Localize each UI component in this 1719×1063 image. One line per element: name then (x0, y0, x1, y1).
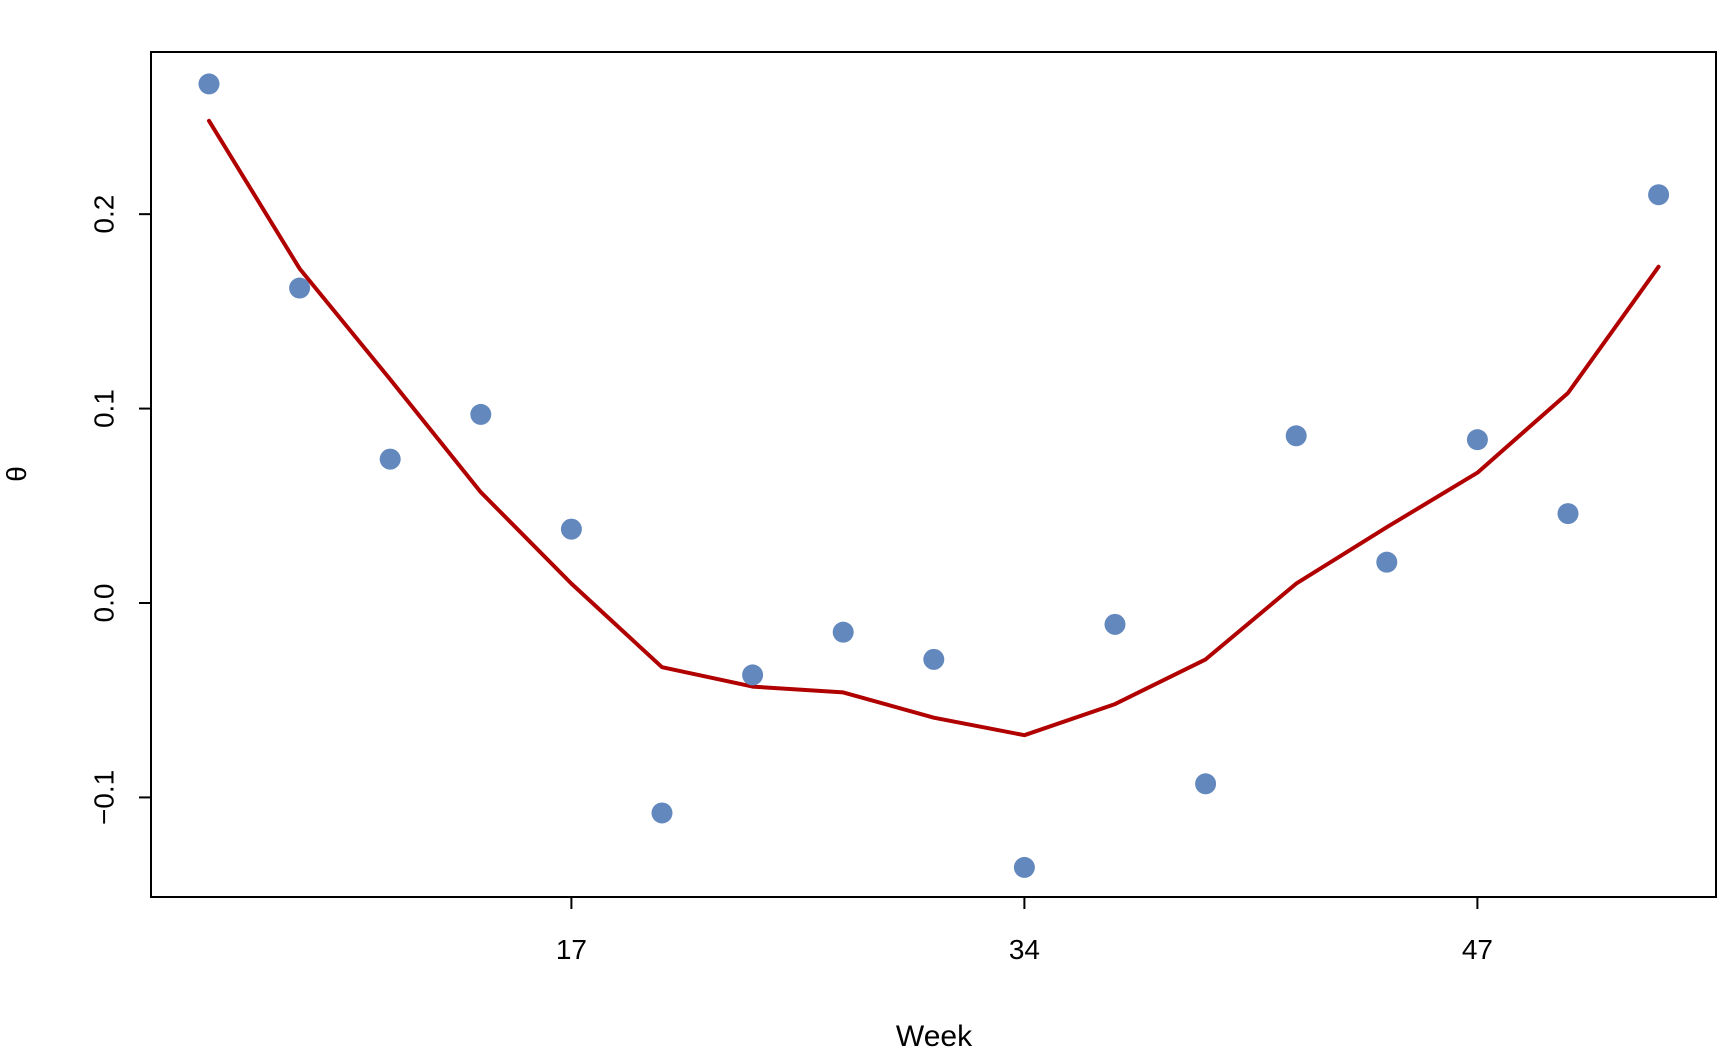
x-axis-label: Week (896, 1020, 973, 1053)
data-point (1557, 503, 1579, 525)
data-point (832, 621, 854, 643)
x-tick-label: 34 (1009, 934, 1040, 965)
series-layer (198, 73, 1670, 878)
data-point (379, 448, 401, 470)
y-tick-label: 0.1 (88, 389, 119, 428)
data-point (1376, 551, 1398, 573)
fitted-line (207, 118, 1661, 738)
x-tick-label: 47 (1462, 934, 1493, 965)
y-axis: −0.1 0.0 0.1 0.2 (88, 195, 151, 825)
y-tick-label: 0.0 (88, 584, 119, 623)
data-point (470, 403, 492, 425)
data-point (1648, 184, 1670, 206)
plot-frame (150, 51, 1717, 898)
y-tick-label: 0.2 (88, 195, 119, 234)
data-point (560, 518, 582, 540)
data-point (1466, 429, 1488, 451)
data-point (1285, 425, 1307, 447)
y-axis-label: θ (1, 466, 32, 482)
y-tick-label: −0.1 (88, 770, 119, 825)
data-point (198, 73, 220, 95)
data-point (742, 664, 764, 686)
data-point (1013, 856, 1035, 878)
data-point (1195, 773, 1217, 795)
x-tick-label: 17 (556, 934, 587, 965)
data-point (289, 277, 311, 299)
data-point (1104, 613, 1126, 635)
data-point (923, 648, 945, 670)
x-axis: 17 34 47 (556, 897, 1493, 965)
data-point (651, 802, 673, 824)
